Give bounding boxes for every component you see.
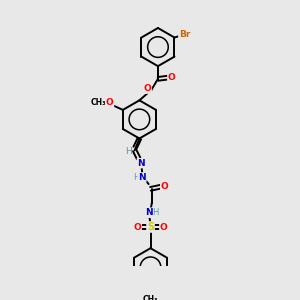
Text: H: H bbox=[152, 208, 158, 217]
Text: O: O bbox=[161, 182, 169, 191]
Text: O: O bbox=[134, 223, 141, 232]
Text: O: O bbox=[168, 73, 176, 82]
Text: S: S bbox=[147, 222, 154, 232]
Text: H: H bbox=[134, 173, 140, 182]
Text: O: O bbox=[160, 223, 168, 232]
Text: O: O bbox=[106, 98, 113, 107]
Text: O: O bbox=[143, 84, 151, 93]
Text: N: N bbox=[146, 208, 153, 217]
Text: CH₃: CH₃ bbox=[143, 295, 158, 300]
Text: N: N bbox=[138, 173, 146, 182]
Text: CH₃: CH₃ bbox=[90, 98, 106, 107]
Text: H: H bbox=[124, 147, 131, 156]
Text: Br: Br bbox=[179, 30, 190, 39]
Text: N: N bbox=[137, 159, 145, 168]
